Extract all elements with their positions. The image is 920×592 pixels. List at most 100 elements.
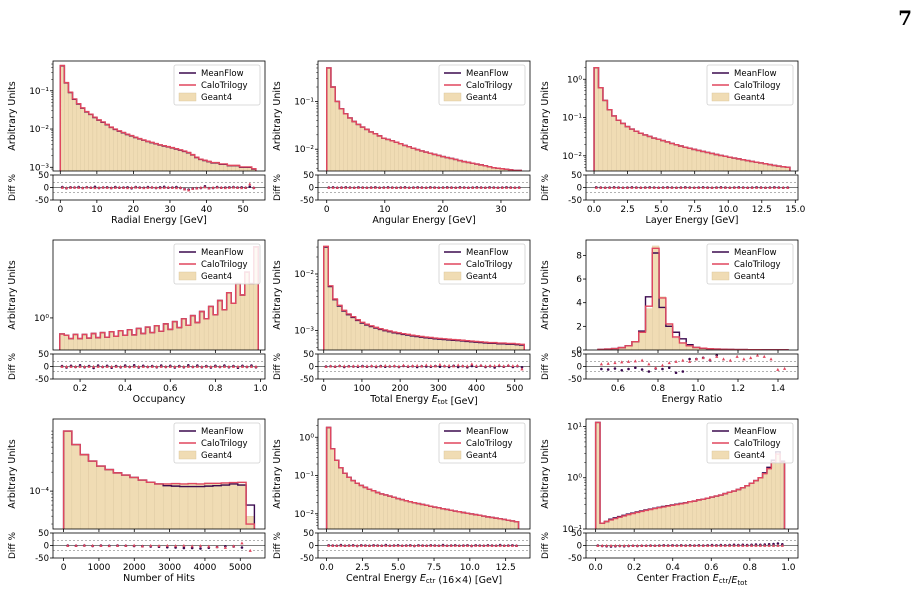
panel-1-ytick-label: 10⁻³ xyxy=(29,163,49,173)
panel-9-ratio-calotrilogy-point xyxy=(732,543,736,547)
panel-2-ratio-calotrilogy-point xyxy=(504,185,509,189)
panel-9-ratio-calotrilogy-point xyxy=(613,543,618,547)
panel-4-ratio-calotrilogy-point xyxy=(249,364,254,368)
panel-8-geant4-bar xyxy=(477,515,482,529)
panel-9-legend-label: MeanFlow xyxy=(734,427,777,437)
panel-2-ratio-calotrilogy-point xyxy=(483,185,487,189)
panel-5-ratio-calotrilogy-point xyxy=(456,363,460,367)
panel-9-ratio-area xyxy=(596,542,784,548)
panel-9-geant4-bar xyxy=(727,492,732,529)
panel-9-geant4-bar xyxy=(766,468,772,529)
panel-5-geant4-bar xyxy=(391,332,397,350)
panel-8-legend-swatch xyxy=(443,450,462,460)
panel-6-ratio-calotrilogy-point xyxy=(694,357,698,361)
panel-8-ratio-calotrilogy-point xyxy=(425,543,429,547)
panel-2-ratio-calotrilogy-point xyxy=(365,185,369,189)
panel-4-ratio-calotrilogy-point xyxy=(137,364,141,368)
panel-7-ratio-calotrilogy-point xyxy=(207,544,211,548)
panel-3-ratio-calotrilogy-point xyxy=(652,185,656,189)
panel-8-ratio-calotrilogy-point xyxy=(371,543,376,547)
panel-9-ratio-ylabel: Diff % xyxy=(541,532,551,559)
panel-8-legend-label: CaloTrilogy xyxy=(466,439,513,449)
panel-9-ratio-calotrilogy-point xyxy=(723,543,727,547)
panel-9-ratio-calotrilogy-point xyxy=(657,543,661,547)
panel-1-ytick-label: 10⁻² xyxy=(29,125,49,135)
panel-1-geant4-bar xyxy=(149,142,155,171)
panel-8-ratio-calotrilogy-point xyxy=(331,543,335,547)
panel-5-ratio-calotrilogy-point xyxy=(465,364,469,368)
panel-7-legend-label: Geant4 xyxy=(201,451,232,461)
panel-4-ratio-calotrilogy-point xyxy=(114,364,118,368)
panel-7-ratio-calotrilogy-point xyxy=(240,541,244,545)
panel-8-geant4-bar xyxy=(485,516,491,529)
panel-1-main-frame xyxy=(52,60,266,172)
panel-3-geant4-bar xyxy=(620,123,626,171)
panel-6-geant4-bar xyxy=(631,341,639,350)
panel-9-ratio-calotrilogy-point xyxy=(714,543,719,547)
panel-8-ratio-calotrilogy-point xyxy=(457,543,461,547)
panel-1-ratio-calotrilogy-point xyxy=(248,182,252,186)
panel-3-ratio-calotrilogy-point xyxy=(630,185,634,189)
panel-7-geant4-bar xyxy=(187,483,197,529)
panel-5-ratio-calotrilogy-point xyxy=(506,363,510,367)
panel-5-xtick-label: 200 xyxy=(392,384,409,394)
panel-9-ratio-calotrilogy-point xyxy=(749,543,754,547)
panel-6-ratio-meanflow-point xyxy=(688,357,691,361)
panel-9-geant4-bar xyxy=(683,502,689,529)
panel-9-ratio-calotrilogy-point xyxy=(648,543,653,547)
panel-8-xtick-label: 5.0 xyxy=(391,563,406,573)
panel-9-geant4-bar xyxy=(705,497,710,529)
panel-9-ratio-calotrilogy-point xyxy=(635,543,639,547)
panel-5-geant4-bar xyxy=(373,327,379,350)
panel-3-ratio-calotrilogy-point xyxy=(608,185,612,189)
panel-6-ytick-label: 4 xyxy=(576,299,582,309)
panel-1-ratio-calotrilogy-point xyxy=(158,186,162,190)
panel-1-ratio-calotrilogy-point xyxy=(85,185,89,189)
panel-3-ratio-ytick-label: 0 xyxy=(577,184,582,194)
panel-1-xtick-label: 10 xyxy=(91,205,103,215)
panel-3-geant4-bar xyxy=(687,148,693,171)
panel-8-xtick-label: 10.0 xyxy=(460,563,480,573)
panel-2-legend-label: Geant4 xyxy=(466,93,497,103)
panel-3-ratio-calotrilogy-point xyxy=(746,185,750,189)
panel-4-ratio-calotrilogy-point xyxy=(240,364,245,368)
panel-9-ytick-label: 10⁻¹ xyxy=(562,525,582,535)
panel-9-ratio-calotrilogy-point xyxy=(706,543,710,547)
panel-5-geant4-bar xyxy=(401,334,406,350)
panel-3-xtick-label: 15.0 xyxy=(785,205,805,215)
panel-9-ratio-calotrilogy-point xyxy=(631,543,635,547)
panel-1-geant4-bar xyxy=(84,111,89,171)
panel-1-geant4-bar xyxy=(210,162,216,171)
panel-7-main-frame xyxy=(52,418,266,530)
panel-7-ratio-calotrilogy-point xyxy=(248,548,252,552)
panel-5-legend-label: MeanFlow xyxy=(466,248,509,258)
panel-6-ratio-ytick-label: 0 xyxy=(577,363,582,373)
panel-2-ratio-calotrilogy-point xyxy=(432,185,437,189)
panel-4-geant4-bar xyxy=(212,314,218,350)
panel-5-ratio-calotrilogy-point xyxy=(520,367,524,371)
panel-5-geant4-bar xyxy=(378,329,384,350)
panel-1-ratio-calotrilogy-point xyxy=(231,185,236,189)
panel-6-xlabel: Energy Ratio xyxy=(662,394,723,405)
panel-3-xtick-label: 0.0 xyxy=(587,205,602,215)
panel-8-geant4-bar xyxy=(408,501,413,529)
panel-4-ratio-calotrilogy-point xyxy=(182,364,186,368)
panel-8-ytick-label: 10⁰ xyxy=(299,433,314,443)
panel-1-geant4-bar xyxy=(129,135,134,171)
panel-4-geant4-bar xyxy=(77,338,83,350)
panel-9-geant4-bar xyxy=(753,480,759,529)
panel-9-ratio-calotrilogy-point xyxy=(697,543,701,547)
panel-3-ratio-calotrilogy-point xyxy=(648,185,652,189)
panel-1-ratio-calotrilogy-point xyxy=(130,185,134,189)
panel-1-geant4-bar xyxy=(153,143,159,171)
panel-1-geant4-bar xyxy=(72,99,77,171)
panel-1-geant4-bar xyxy=(68,92,73,171)
panel-1-ratio-calotrilogy-point xyxy=(191,186,195,190)
panel-9-ratio-calotrilogy-point xyxy=(596,543,600,547)
panel-4-ratio-calotrilogy-point xyxy=(218,364,222,368)
panel-9-legend-swatch xyxy=(711,450,730,460)
panel-8-ratio-calotrilogy-point xyxy=(510,543,515,547)
panel-3-ratio-calotrilogy-point xyxy=(786,185,790,189)
panel-7-ratio-calotrilogy-point xyxy=(132,543,136,547)
panel-4-ratio-calotrilogy-point xyxy=(91,364,96,368)
